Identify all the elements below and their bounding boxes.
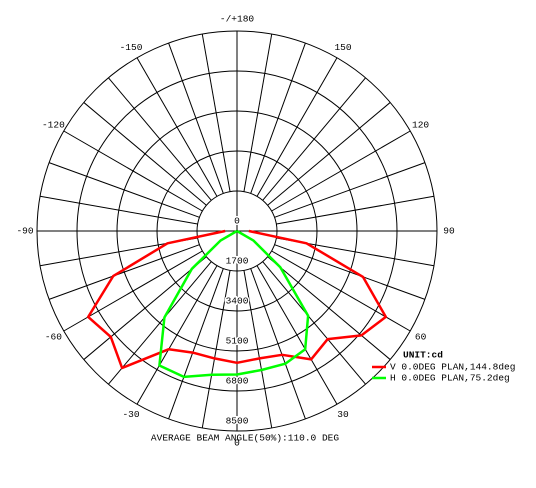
legend-label: H 0.0DEG PLAN,75.2deg	[390, 373, 510, 384]
r-tick-label: 1700	[226, 256, 249, 267]
r-tick-label: 5100	[226, 336, 249, 347]
angle-tick-label: 0	[234, 438, 240, 449]
angle-tick-label: 90	[443, 226, 455, 237]
angle-tick-label: -150	[120, 42, 143, 53]
ring	[76, 70, 398, 392]
ring	[156, 150, 318, 312]
r-tick-label: 3400	[226, 296, 249, 307]
angle-tick-label: -60	[45, 332, 62, 343]
angle-tick-label: -30	[122, 409, 139, 420]
ring	[196, 190, 278, 272]
series-line	[86, 229, 388, 370]
r-tick-label: 6800	[226, 376, 249, 387]
ring	[116, 110, 358, 352]
angle-tick-label: 60	[415, 332, 427, 343]
legend-title: UNIT:cd	[403, 350, 443, 361]
series-line	[158, 229, 310, 379]
angle-tick-label: 120	[412, 120, 429, 131]
angle-tick-label: 150	[334, 42, 351, 53]
r-tick-label: 0	[234, 216, 240, 227]
angle-tick-label: -90	[16, 226, 33, 237]
angle-tick-label: -120	[42, 120, 65, 131]
ring	[36, 30, 438, 432]
footer: AVERAGE BEAM ANGLE(50%):110.0 DEG	[151, 433, 339, 444]
r-tick-label: 8500	[226, 416, 249, 427]
angle-tick-label: -/+180	[220, 14, 255, 25]
legend-label: V 0.0DEG PLAN,144.8deg	[390, 362, 515, 373]
angle-tick-label: 30	[337, 409, 349, 420]
